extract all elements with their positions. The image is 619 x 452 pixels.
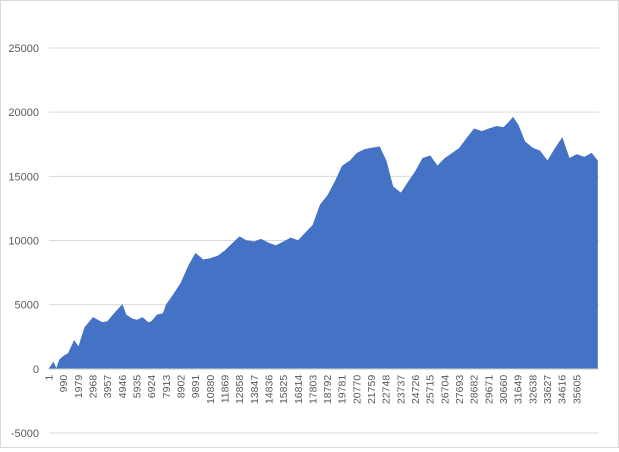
y-tick-label: 15000 [8,171,39,183]
x-tick-label: 26704 [439,375,451,404]
x-tick-label: 10880 [205,375,217,404]
x-tick-label: 2968 [88,375,100,399]
y-tick-label: 5000 [15,300,39,312]
x-tick-label: 32638 [527,375,539,404]
x-tick-label: 12858 [234,375,246,404]
x-tick-label: 11869 [219,375,231,404]
plot-area [48,116,598,370]
x-axis-tick-labels: 1 990 1979 2968 3957 4946 5935 6924 7913 8902 9891… [44,375,584,404]
x-tick-label: 4946 [117,375,129,399]
x-tick-label: 8902 [176,375,188,399]
x-tick-label: 35605 [571,375,583,404]
y-tick-label: 0 [33,364,39,376]
x-tick-label: 16814 [293,375,305,404]
x-tick-label: 19781 [337,375,349,404]
x-tick-label: 28682 [469,375,481,404]
y-tick-label: -5000 [11,428,39,440]
x-tick-label: 29671 [483,375,495,404]
x-tick-label: 1979 [73,375,85,399]
x-tick-label: 13847 [249,375,261,404]
x-tick-label: 14836 [263,375,275,404]
y-tick-label: 25000 [8,43,39,55]
x-tick-label: 5935 [132,375,144,399]
x-tick-label: 30660 [498,375,510,404]
y-tick-label: 20000 [8,107,39,119]
x-tick-label: 24726 [410,375,422,404]
x-tick-label: 25715 [425,375,437,404]
x-tick-label: 9891 [190,375,202,399]
x-tick-label: 6924 [146,375,158,399]
x-tick-label: 18792 [322,375,334,404]
x-tick-label: 21759 [366,375,378,404]
x-tick-label: 34616 [557,375,569,404]
x-tick-label: 27693 [454,375,466,404]
x-tick-label: 3957 [102,375,114,399]
x-tick-label: 17803 [307,375,319,404]
x-tick-label: 990 [58,375,70,393]
x-tick-label: 15825 [278,375,290,404]
y-tick-label: 10000 [8,236,39,248]
y-axis-tick-labels: -5000 0 5000 10000 15000 20000 25000 [8,43,39,440]
x-tick-label: 33627 [542,375,554,404]
x-tick-label: 31649 [513,375,525,404]
x-tick-label: 20770 [351,375,363,404]
x-tick-label: 23737 [395,375,407,404]
x-tick-label: 7913 [161,375,173,399]
x-tick-label: 1 [44,375,56,381]
series-area [48,116,598,370]
x-tick-label: 22748 [381,375,393,404]
